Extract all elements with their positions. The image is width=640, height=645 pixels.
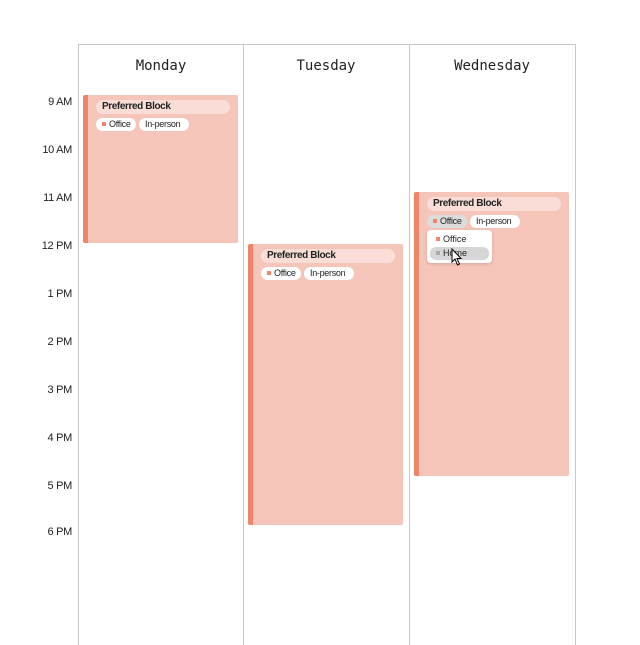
time-label: 11 AM — [43, 192, 72, 204]
option-text: Office — [443, 234, 467, 244]
tag-icon — [102, 121, 106, 126]
tag-text: In-person — [476, 216, 512, 226]
block-title: Preferred Block — [96, 100, 230, 114]
time-label: 12 PM — [41, 240, 73, 252]
column-border — [575, 45, 576, 645]
block-title: Preferred Block — [261, 249, 395, 263]
tag-icon — [267, 270, 271, 275]
tag-text: Office — [109, 119, 131, 129]
cursor — [451, 248, 463, 266]
top-border — [78, 44, 576, 45]
time-label: 5 PM — [47, 480, 73, 492]
block-title: Preferred Block — [427, 197, 561, 211]
location-tag[interactable]: In-person — [470, 215, 520, 228]
location-tag[interactable]: Office — [261, 267, 301, 280]
day-header: Monday — [135, 58, 187, 74]
time-label: 4 PM — [47, 432, 73, 444]
tag-text: Office — [440, 216, 462, 226]
time-label: 1 PM — [47, 288, 73, 300]
day-header: Tuesday — [296, 58, 356, 74]
time-label: 2 PM — [47, 336, 73, 348]
tag-text: In-person — [310, 268, 346, 278]
day-column — [243, 45, 409, 645]
dropdown-option[interactable]: Office — [430, 233, 489, 246]
day-header: Wednesday — [454, 58, 530, 74]
option-icon — [436, 250, 440, 255]
tag-icon — [433, 218, 437, 223]
preferred-block[interactable] — [248, 244, 403, 525]
location-tag[interactable]: Office — [427, 215, 467, 228]
day-column — [409, 45, 575, 645]
tag-text: In-person — [145, 119, 181, 129]
time-label: 9 AM — [48, 96, 72, 108]
location-tag[interactable]: In-person — [304, 267, 354, 280]
day-column — [78, 45, 244, 645]
time-label: 10 AM — [42, 144, 72, 156]
time-label: 6 PM — [47, 526, 73, 538]
option-icon — [436, 236, 440, 241]
time-label: 3 PM — [47, 384, 73, 396]
location-tag[interactable]: In-person — [139, 118, 189, 131]
tag-text: Office — [274, 268, 296, 278]
location-tag[interactable]: Office — [96, 118, 136, 131]
